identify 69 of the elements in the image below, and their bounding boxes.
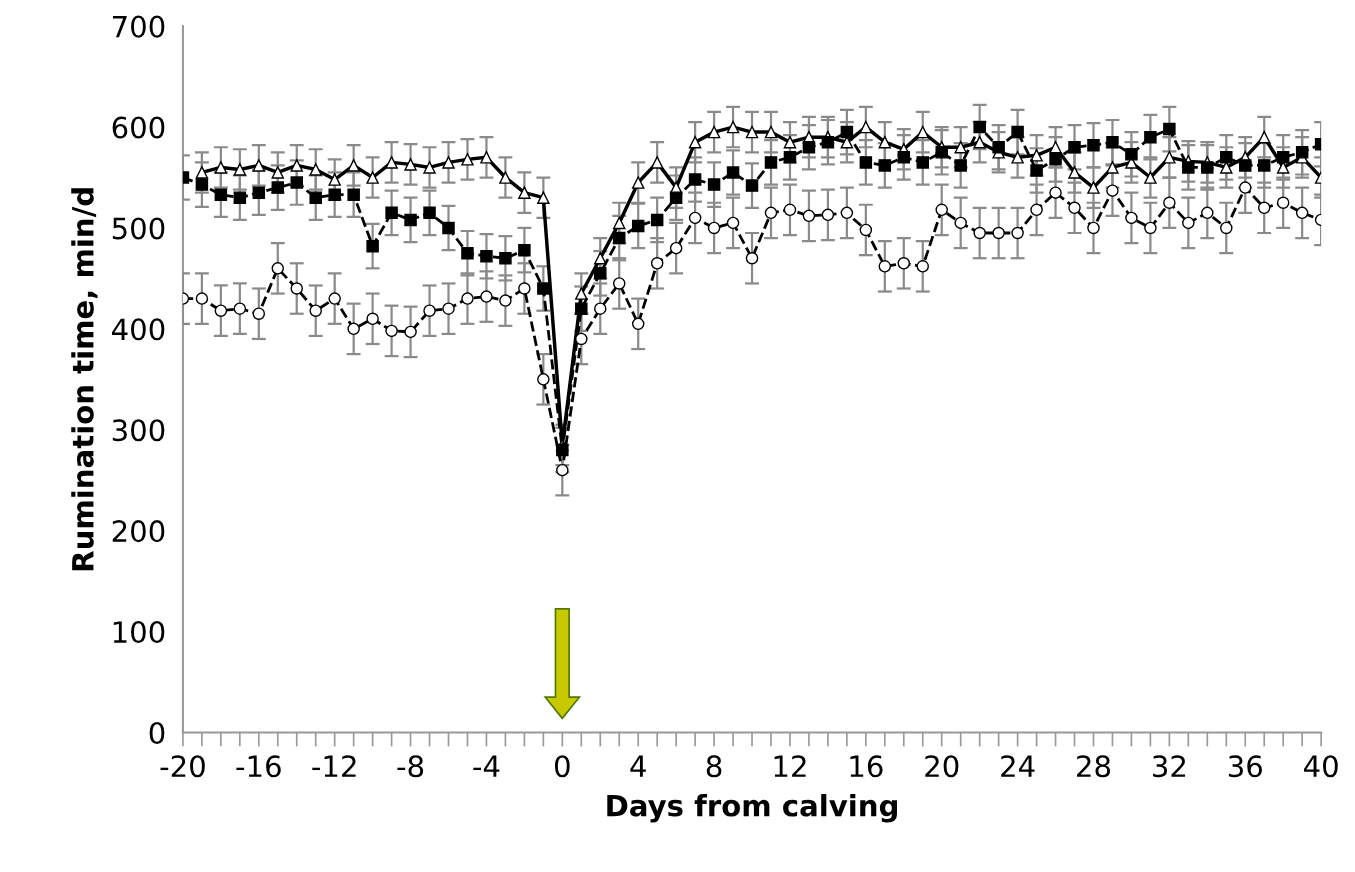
y-tick-label: 100 [113,621,165,644]
x-tick-label: 8 [706,755,722,778]
point [423,161,436,174]
point [1011,151,1024,164]
y-tick-label: 400 [112,318,165,341]
point [1049,140,1062,154]
point [1144,171,1157,184]
point [650,156,664,169]
point [916,125,930,139]
x-tick-label: 36 [1228,755,1262,778]
point [973,135,986,149]
y-axis-title: Rumination time, min/d [71,188,98,571]
x-axis-title: Days from calving [607,794,897,823]
point [537,191,550,204]
point [461,153,474,166]
point [878,135,892,149]
point [499,171,512,184]
point [233,163,247,176]
y-tick-label: 700 [112,15,165,38]
y-tick-label: 200 [112,520,165,543]
point [631,176,645,189]
x-tick-label: 40 [1303,755,1338,778]
point [290,159,303,172]
point [1068,166,1081,179]
point [764,125,778,139]
x-tick-label: -8 [397,755,424,778]
point [442,156,455,169]
x-tick-label: 16 [850,755,883,778]
point [726,120,740,134]
point [366,171,379,184]
point [707,125,721,139]
point [214,161,228,174]
x-tick-label: 28 [1077,755,1111,778]
point [1106,161,1119,174]
point [1257,130,1271,144]
point [271,166,285,179]
x-tick-label: 12 [774,755,806,777]
x-tick-label: 24 [1001,755,1035,777]
point [480,151,493,164]
point [1030,149,1043,162]
point [745,125,759,139]
point [1276,161,1290,174]
x-tick-label: 20 [925,755,959,778]
point [252,159,266,172]
point [783,135,797,149]
point [404,158,417,171]
point [575,287,588,300]
y-tick-label: 600 [112,116,165,139]
x-tick-label: -12 [312,755,356,777]
x-tick-label: 32 [1153,755,1185,778]
point [518,186,531,199]
point [859,120,873,134]
point [1087,181,1100,194]
y-tick-label: 500 [112,217,165,240]
x-tick-label: 0 [554,755,570,778]
x-tick-label: -20 [160,755,205,778]
point [688,135,702,149]
y-tick-label: 300 [112,419,165,442]
point [328,173,341,186]
point [309,163,322,176]
point [385,156,398,169]
y-tick-label: 0 [149,721,165,744]
point [347,159,360,172]
point [195,166,209,179]
x-tick-label: 4 [630,755,646,777]
point [612,216,626,230]
x-tick-label: -16 [236,755,281,778]
x-tick-label: -4 [473,755,500,777]
point [1163,151,1176,164]
